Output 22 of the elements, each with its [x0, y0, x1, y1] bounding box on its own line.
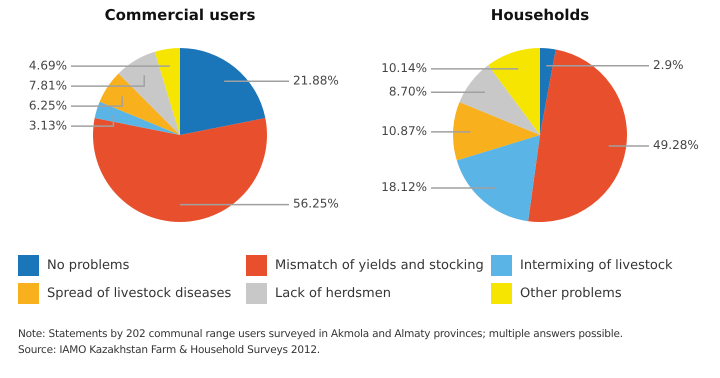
legend-label: No problems: [47, 258, 130, 272]
source-note: Source: IAMO Kazakhstan Farm & Household Surveys 2012.: [18, 343, 321, 358]
legend-label: Other problems: [520, 286, 622, 300]
data-label: 18.12%: [381, 180, 427, 194]
legend-label: Spread of livestock diseases: [47, 286, 232, 300]
data-label: 21.88%: [293, 73, 339, 88]
data-label: 10.87%: [381, 124, 427, 138]
data-label: 10.14%: [381, 61, 427, 76]
data-label: 8.70%: [388, 84, 427, 98]
data-label: 4.69%: [28, 58, 67, 72]
legend-label: Lack of herdsmen: [275, 286, 391, 300]
data-label: 2.9%: [653, 58, 684, 72]
text: Note: Statements by 202 communal range users surveyed in Akmola and Almaty provinces; multiple answers possible.: [18, 327, 624, 342]
legend-label: Intermixing of livestock: [520, 258, 673, 272]
chart-title: Commercial users: [104, 6, 256, 24]
data-label: 7.81%: [28, 78, 67, 92]
legend-label: Mismatch of yields and stocking: [275, 258, 484, 272]
data-label: 3.13%: [28, 118, 67, 132]
chart-title: Households: [490, 6, 590, 24]
data-label: 56.25%: [293, 196, 339, 211]
data-label: 6.25%: [28, 98, 67, 112]
data-label: 49.28%: [653, 138, 699, 152]
